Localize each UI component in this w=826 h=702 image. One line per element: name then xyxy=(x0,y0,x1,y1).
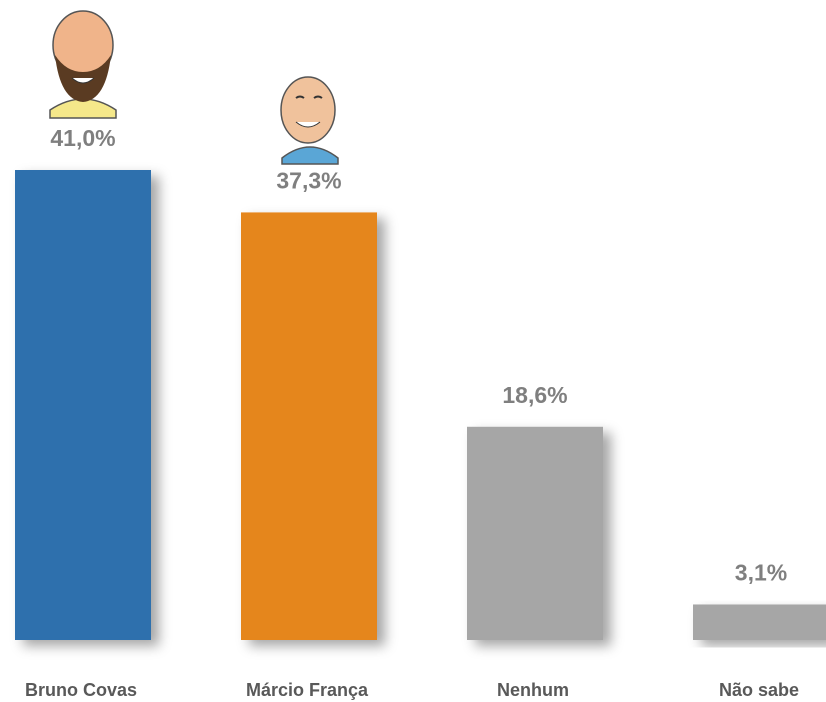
avatar-marcio-franca xyxy=(280,76,339,165)
bar xyxy=(467,426,603,640)
category-label: Nenhum xyxy=(497,680,569,700)
value-label: 18,6% xyxy=(502,382,567,408)
category-label: Não sabe xyxy=(719,680,799,700)
category-label: Bruno Covas xyxy=(25,680,137,700)
value-label: 3,1% xyxy=(735,560,787,586)
value-label: 41,0% xyxy=(50,125,115,151)
bar xyxy=(693,604,826,640)
value-label: 37,3% xyxy=(276,167,341,193)
category-label: Márcio França xyxy=(246,680,369,700)
bar xyxy=(241,212,377,641)
avatar-bruno-covas xyxy=(49,10,117,119)
bar xyxy=(15,170,151,640)
